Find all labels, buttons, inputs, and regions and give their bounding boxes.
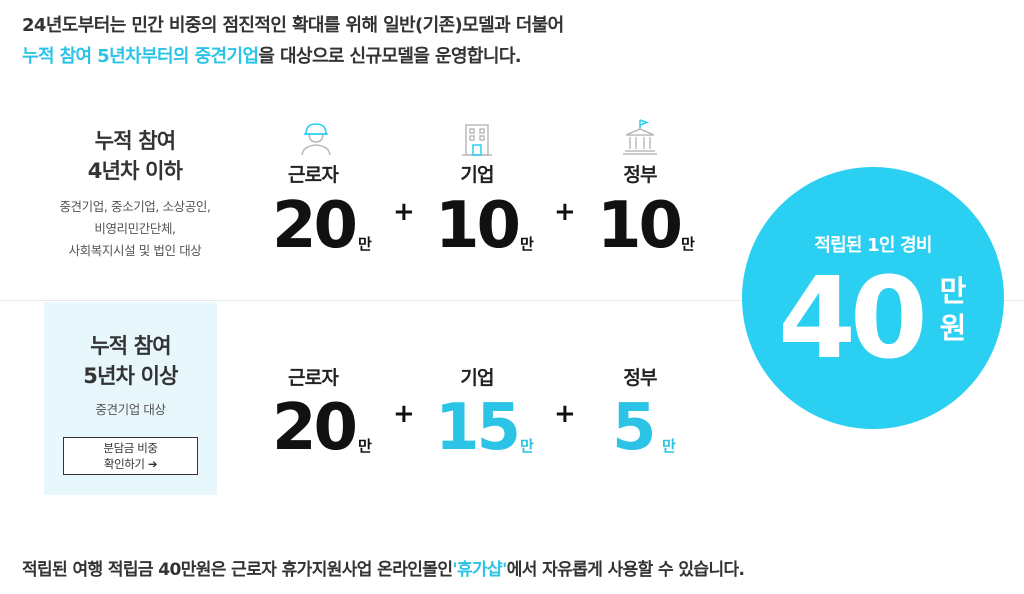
total-benefit-circle: 적립된 1인 경비 40 만 원 bbox=[742, 167, 1004, 429]
footer-after: 에서 자유롭게 사용할 수 있습니다. bbox=[506, 560, 745, 580]
tier2-label: 누적 참여 5년차 이상 중견기업 대상 분담금 비중 확인하기 ➔ bbox=[44, 331, 217, 475]
tier1-desc-line3: 사회복지시설 및 법인 대상 bbox=[68, 243, 202, 258]
tier1-label: 누적 참여 4년차 이하 중견기업, 중소기업, 소상공인, 비영리민간단체, … bbox=[40, 126, 230, 262]
tier1-plus-1: + bbox=[393, 197, 415, 227]
intro-text: 24년도부터는 민간 비중의 점진적인 확대를 위해 일반(기존)모델과 더불어… bbox=[22, 10, 564, 72]
total-unit-line2: 원 bbox=[939, 311, 967, 345]
tier2-government-amount: 5 bbox=[612, 391, 656, 465]
footer-highlight: '휴가샵' bbox=[452, 560, 507, 580]
intro-line-1: 24년도부터는 민간 비중의 점진적인 확대를 위해 일반(기존)모델과 더불어 bbox=[22, 15, 564, 36]
office-building-icon bbox=[462, 124, 492, 156]
tier1-government-label: 정부 bbox=[623, 164, 657, 186]
intro-highlight: 누적 참여 5년차부터의 중견기업 bbox=[22, 46, 259, 67]
tier2-worker-amount: 20 bbox=[272, 391, 358, 465]
tier1-government-amount: 10 bbox=[597, 189, 683, 263]
tier2-worker-label: 근로자 bbox=[287, 367, 339, 389]
tier2-description: 중견기업 대상 bbox=[95, 402, 166, 417]
tier2-worker-unit: 만 bbox=[358, 437, 372, 455]
tier1-worker-amount: 20 bbox=[272, 189, 358, 263]
tier1-company-amount: 10 bbox=[435, 189, 521, 263]
tier2-plus-1: + bbox=[393, 399, 415, 429]
total-unit-line1: 만 bbox=[939, 274, 967, 308]
tier-divider bbox=[0, 300, 1024, 301]
tier2-company-unit: 만 bbox=[520, 437, 534, 455]
contribution-ratio-button[interactable]: 분담금 비중 확인하기 ➔ bbox=[63, 437, 198, 475]
ratio-button-line1: 분담금 비중 bbox=[103, 441, 158, 455]
footer-text: 적립된 여행 적립금 40만원은 근로자 휴가지원사업 온라인몰인'휴가샵'에서… bbox=[22, 555, 745, 580]
tier1-desc-line2: 비영리민간단체, bbox=[94, 221, 176, 236]
tier1-government-unit: 만 bbox=[681, 235, 695, 253]
total-unit: 만 원 bbox=[938, 273, 968, 347]
tier2-title-line1: 누적 참여 bbox=[90, 334, 171, 358]
worker-helmet-icon bbox=[301, 123, 331, 156]
intro-line-2: 누적 참여 5년차부터의 중견기업을 대상으로 신규모델을 운영합니다. bbox=[22, 41, 564, 72]
tier1-description: 중견기업, 중소기업, 소상공인, 비영리민간단체, 사회복지시설 및 법인 대… bbox=[40, 196, 230, 262]
tier2-company-label: 기업 bbox=[460, 367, 494, 389]
tier2-title-line2: 5년차 이상 bbox=[83, 364, 178, 388]
tier1-worker-label: 근로자 bbox=[287, 164, 339, 186]
total-amount: 40 bbox=[778, 254, 928, 384]
government-building-icon bbox=[623, 119, 657, 155]
tier2-plus-2: + bbox=[554, 399, 576, 429]
tier1-title-line2: 4년차 이하 bbox=[87, 159, 183, 183]
ratio-button-line2: 확인하기 ➔ bbox=[103, 457, 158, 471]
tier1-plus-2: + bbox=[554, 197, 576, 227]
total-caption: 적립된 1인 경비 bbox=[814, 235, 932, 256]
tier1-company-unit: 만 bbox=[520, 235, 534, 253]
tier1-worker-unit: 만 bbox=[358, 235, 372, 253]
tier1-desc-line1: 중견기업, 중소기업, 소상공인, bbox=[59, 199, 211, 214]
intro-line-2-rest: 을 대상으로 신규모델을 운영합니다. bbox=[258, 46, 522, 67]
tier2-government-unit: 만 bbox=[662, 437, 676, 455]
tier1-title-line1: 누적 참여 bbox=[94, 129, 176, 153]
tier1-company-label: 기업 bbox=[460, 164, 494, 186]
tier2-company-amount: 15 bbox=[435, 391, 521, 465]
footer-before: 적립된 여행 적립금 40만원은 근로자 휴가지원사업 온라인몰인 bbox=[22, 560, 453, 580]
tier2-government-label: 정부 bbox=[623, 367, 657, 389]
